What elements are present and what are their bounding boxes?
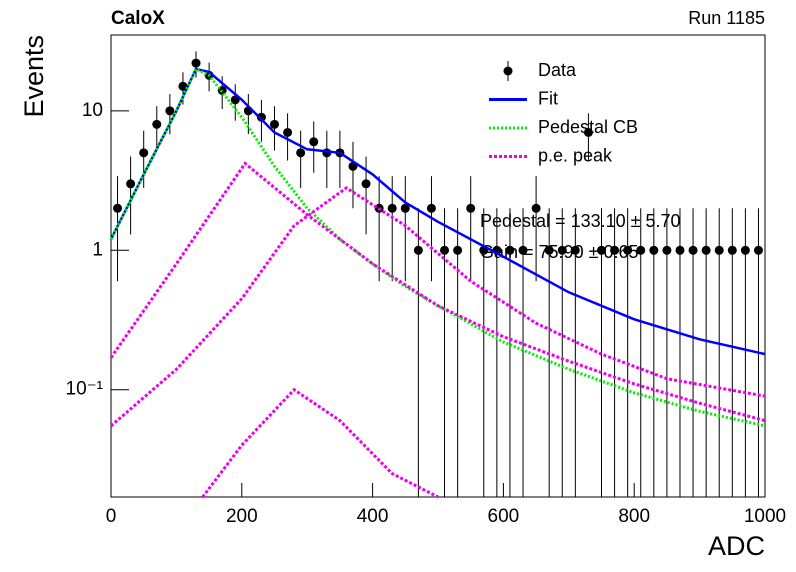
- data-point: [701, 245, 711, 255]
- data-point: [296, 148, 306, 158]
- x-tick-label: 600: [488, 506, 520, 527]
- data-point: [740, 245, 750, 255]
- legend-symbol: [503, 66, 513, 76]
- annotation: Pedestal = 133.10 ± 5.70: [480, 211, 681, 231]
- data-point: [283, 127, 293, 137]
- data-point: [426, 203, 436, 213]
- x-axis-label: ADC: [708, 531, 765, 561]
- data-point: [453, 245, 463, 255]
- data-point: [714, 245, 724, 255]
- data-point: [518, 245, 528, 255]
- x-tick-label: 400: [357, 506, 389, 527]
- data-point: [413, 245, 423, 255]
- x-tick-label: 800: [618, 506, 650, 527]
- data-point: [557, 245, 567, 255]
- run-label: Run 1185: [688, 8, 765, 28]
- data-point: [505, 245, 515, 255]
- data-point: [583, 127, 593, 137]
- chart-title: CaloX: [111, 8, 165, 29]
- data-point: [727, 245, 737, 255]
- curve: [109, 161, 766, 499]
- data-point: [753, 245, 763, 255]
- data-point: [623, 245, 633, 255]
- y-tick-label: 10⁻¹: [66, 379, 104, 400]
- data-point: [126, 179, 136, 189]
- legend-label: p.e. peak: [538, 145, 613, 165]
- curve: [109, 67, 766, 356]
- data-point: [309, 137, 319, 147]
- data-point: [649, 245, 659, 255]
- data-point: [400, 203, 410, 213]
- x-tick-label: 0: [106, 506, 117, 527]
- data-point: [191, 58, 201, 68]
- data-point: [675, 245, 685, 255]
- data-point: [544, 245, 554, 255]
- data-point: [152, 119, 162, 129]
- y-tick-label: 1: [92, 239, 103, 260]
- data-point: [256, 112, 266, 122]
- legend-label: Fit: [538, 88, 558, 108]
- legend-label: Data: [538, 60, 577, 80]
- data-point: [178, 81, 188, 91]
- x-tick-label: 1000: [744, 506, 786, 527]
- data-point: [387, 203, 397, 213]
- data-point: [662, 245, 672, 255]
- y-axis-label: Events: [19, 35, 49, 118]
- data-point: [636, 245, 646, 255]
- data-point: [440, 245, 450, 255]
- legend-label: Pedestal CB: [538, 117, 638, 137]
- x-tick-label: 200: [226, 506, 258, 527]
- data-point: [610, 245, 620, 255]
- data-point: [139, 148, 149, 158]
- y-tick-label: 10: [82, 100, 103, 121]
- data-point: [113, 203, 123, 213]
- data-point: [361, 179, 371, 189]
- data-point: [165, 106, 175, 116]
- data-point: [688, 245, 698, 255]
- data-point: [531, 203, 541, 213]
- data-point: [270, 119, 279, 129]
- data-point: [466, 203, 476, 213]
- data-point: [597, 245, 606, 255]
- data-point: [570, 245, 580, 255]
